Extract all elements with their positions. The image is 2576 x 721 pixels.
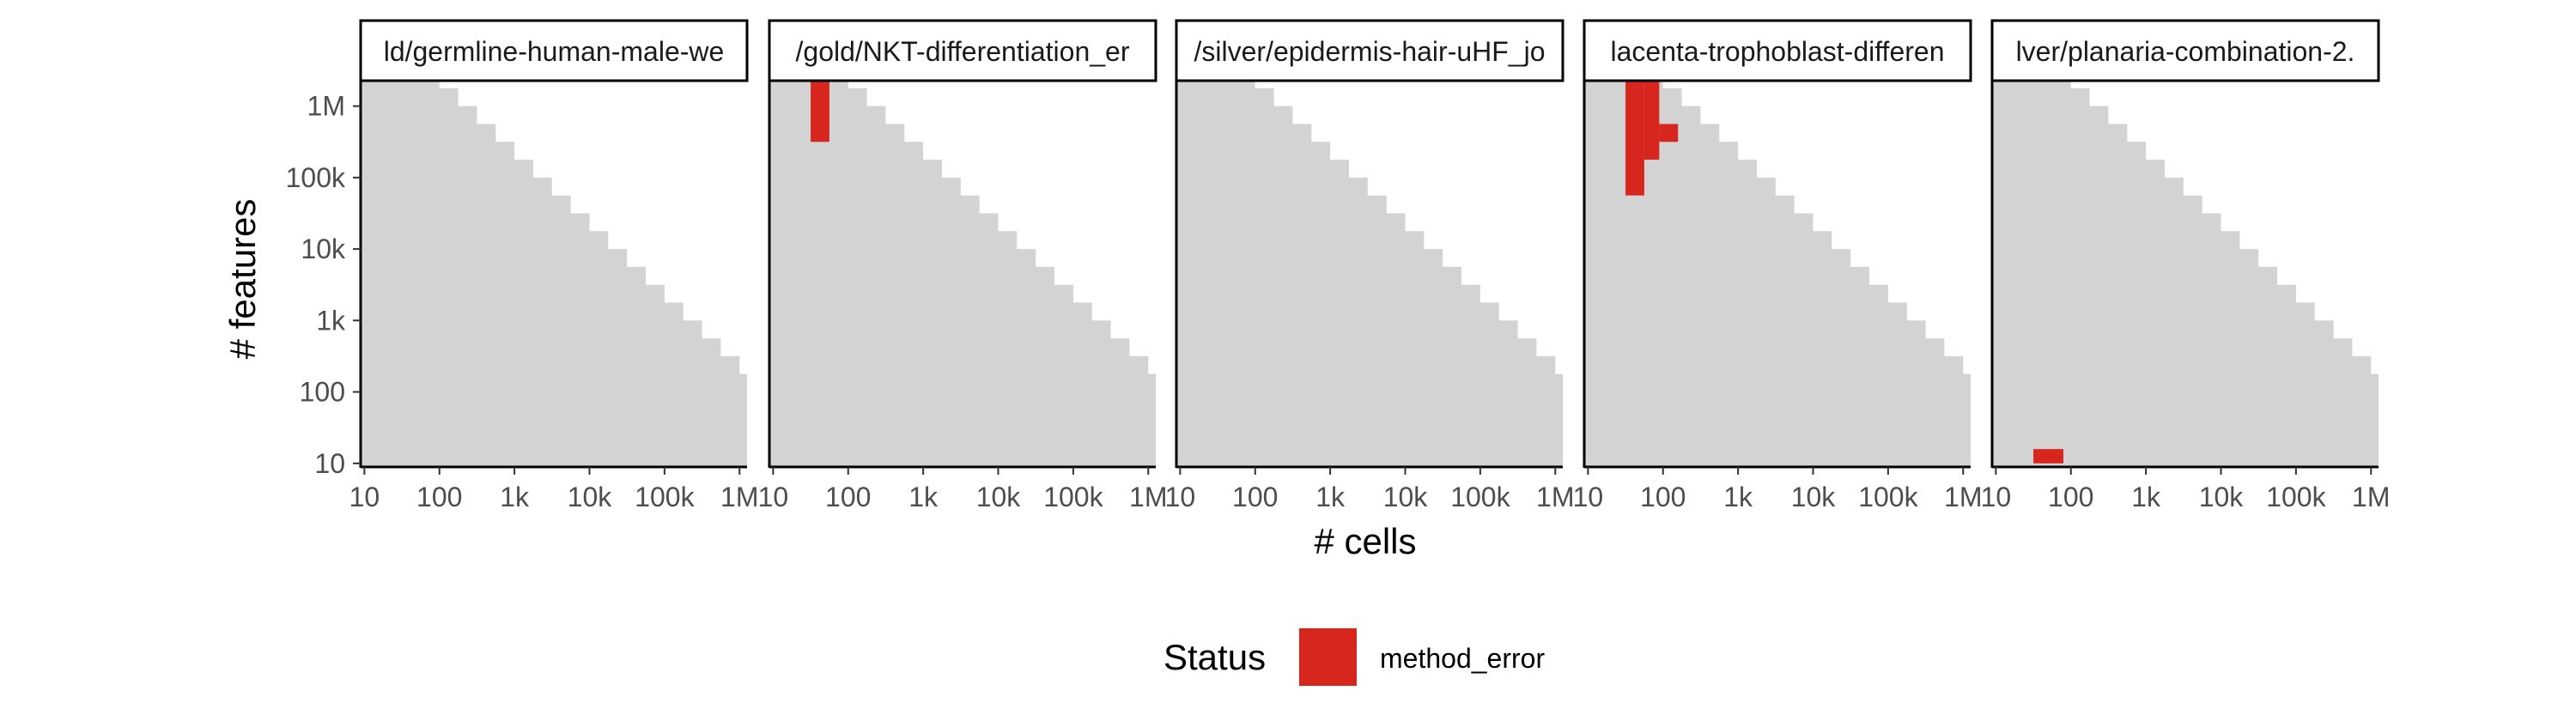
x-tick-label: 10k — [2199, 482, 2245, 512]
x-tick-label: 100 — [825, 482, 871, 512]
panel-3: 10 100 1k 10k 100k 1M/silver/epidermis-hair-u… — [1165, 19, 1574, 512]
facet-title-lver-planaria-combination-2: lver/planaria-combination-2. — [2016, 36, 2355, 67]
x-tick-label: 100k — [1450, 482, 1510, 512]
x-tick-label: 100k — [1043, 482, 1103, 512]
y-axis-title: # features — [222, 199, 263, 360]
x-tick-label: 100k — [2266, 482, 2326, 512]
x-tick-label: 1M — [720, 482, 758, 512]
facet-title-silver-epidermis-hair-uhf-jo: /silver/epidermis-hair-uHF_jo — [1194, 36, 1546, 67]
facet-strip — [359, 19, 749, 82]
x-tick-label: 10 — [1981, 482, 2012, 512]
coverage-region — [1992, 70, 2379, 467]
x-tick-label: 1k — [500, 482, 530, 512]
facet-strip — [1583, 19, 1972, 82]
facet-strip — [1990, 19, 2380, 82]
coverage-region — [361, 70, 747, 467]
x-tick-label: 10k — [976, 482, 1022, 512]
y-tick-label: 100 — [300, 377, 345, 408]
coverage-region — [769, 70, 1156, 467]
panel-4: 10 100 1k 10k 100k 1M lacenta-trophoblast-diff… — [1573, 19, 1982, 512]
y-tick-label: 10 — [314, 448, 345, 479]
y-tick-label: 10k — [301, 233, 346, 264]
coverage-region — [1584, 70, 1971, 467]
x-tick-label: 100 — [2048, 482, 2093, 512]
x-tick-label: 1k — [1315, 482, 1346, 512]
x-axis-title: # cells — [1314, 521, 1416, 561]
legend-swatch-method-error — [1299, 628, 1357, 686]
facet-panels: 10 100 1k 10k 100k 1M101001k10k100k1Mld/germl… — [286, 19, 2390, 512]
y-tick-label: 100k — [286, 162, 346, 193]
facet-strip — [1175, 19, 1564, 82]
facet-title-ld-germline-human-male-we: ld/germline-human-male-we — [384, 36, 725, 67]
error-cell-1 — [2033, 449, 2064, 464]
x-tick-label: 10k — [568, 482, 613, 512]
y-tick-label: 1k — [316, 305, 346, 336]
panel-5: 10 100 1k 10k 100k 1M lver/planaria-combinatio… — [1981, 19, 2390, 512]
x-tick-label: 1M — [1944, 482, 1982, 512]
legend-label-method-error: method_error — [1380, 643, 1545, 674]
x-tick-label: 10 — [1573, 482, 1604, 512]
error-cell-3 — [1659, 124, 1679, 142]
x-tick-label: 10 — [1165, 482, 1196, 512]
x-tick-label: 100 — [1232, 482, 1278, 512]
x-tick-label: 1M — [1536, 482, 1574, 512]
facet-title-gold-nkt-differentiation-er: /gold/NKT-differentiation_er — [796, 36, 1130, 67]
facet-title-lacenta-trophoblast-differen: lacenta-trophoblast-differen — [1611, 36, 1945, 67]
y-tick-label: 1M — [307, 91, 345, 122]
x-tick-label: 1M — [2352, 482, 2390, 512]
error-cell-1 — [811, 70, 829, 142]
coverage-region — [1176, 70, 1563, 467]
panel-1: 10 100 1k 10k 100k 1M 10 100 1k 10k 100k 1M ld/germl… — [286, 19, 758, 512]
x-tick-label: 100 — [1640, 482, 1686, 512]
x-tick-label: 100k — [635, 482, 695, 512]
legend-title: Status — [1163, 637, 1266, 677]
panel-2: 10 100 1k 10k 100k 1M/gold/NKT-differentiatio… — [758, 19, 1167, 512]
facet-strip — [768, 19, 1157, 82]
legend: Status method_error — [1163, 628, 1545, 686]
x-tick-label: 1k — [1723, 482, 1753, 512]
x-tick-label: 100k — [1858, 482, 1918, 512]
x-tick-label: 1k — [2131, 482, 2161, 512]
x-tick-label: 1M — [1129, 482, 1167, 512]
x-tick-label: 10k — [1383, 482, 1429, 512]
x-tick-label: 10k — [1791, 482, 1837, 512]
x-tick-label: 10 — [758, 482, 789, 512]
error-cell-2 — [1643, 70, 1660, 161]
error-cell-1 — [1625, 70, 1644, 196]
x-tick-label: 1k — [908, 482, 939, 512]
x-tick-label: 100 — [416, 482, 462, 512]
x-tick-label: 10 — [349, 482, 380, 512]
